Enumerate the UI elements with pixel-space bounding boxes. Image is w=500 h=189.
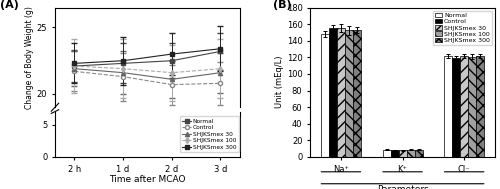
Bar bbox=[390, 150, 398, 157]
Bar bbox=[329, 28, 337, 157]
Bar bbox=[382, 150, 390, 157]
Bar bbox=[460, 56, 468, 157]
Bar bbox=[353, 30, 361, 157]
Bar bbox=[414, 149, 422, 157]
Bar bbox=[468, 57, 476, 157]
Y-axis label: Unit (mEq/L): Unit (mEq/L) bbox=[275, 56, 284, 108]
Y-axis label: Change of Body Weight (g): Change of Body Weight (g) bbox=[25, 6, 34, 109]
Bar bbox=[398, 150, 406, 157]
Bar bbox=[444, 56, 452, 157]
Bar bbox=[337, 28, 345, 157]
X-axis label: Parameters: Parameters bbox=[376, 185, 428, 189]
Text: (B): (B) bbox=[273, 0, 292, 10]
Bar bbox=[452, 58, 460, 157]
Legend: Normal, Control, SHJKSmex 30, SHJKSmex 100, SHJKSmex 300: Normal, Control, SHJKSmex 30, SHJKSmex 1… bbox=[180, 116, 239, 152]
Bar bbox=[476, 56, 484, 157]
Legend: Normal, Control, SHJKSmex 30, SHJKSmex 100, SHJKSmex 300: Normal, Control, SHJKSmex 30, SHJKSmex 1… bbox=[433, 11, 492, 45]
Text: (A): (A) bbox=[0, 0, 18, 10]
X-axis label: Time after MCAO: Time after MCAO bbox=[109, 175, 186, 184]
Bar bbox=[406, 150, 414, 157]
Bar bbox=[345, 30, 353, 157]
Bar bbox=[321, 34, 329, 157]
